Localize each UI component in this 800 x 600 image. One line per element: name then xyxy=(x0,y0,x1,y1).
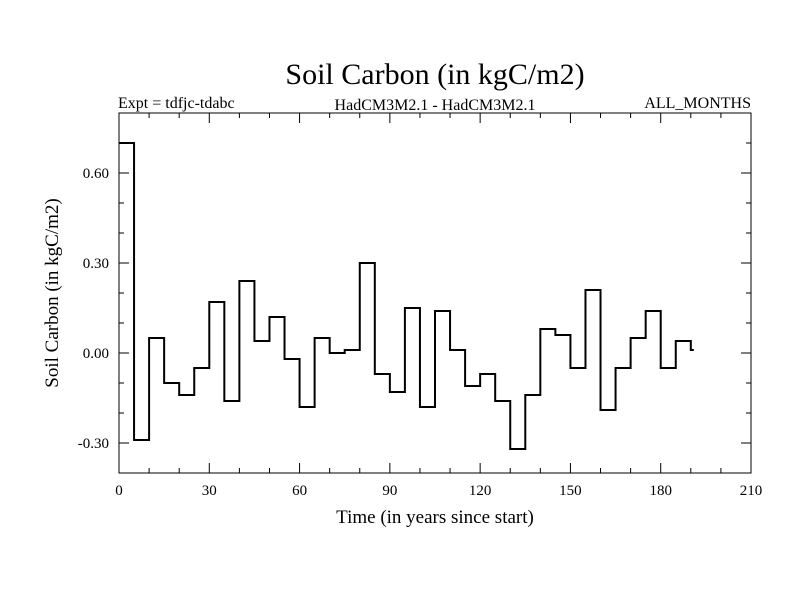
plot-frame xyxy=(118,112,752,474)
y-tick-label: -0.30 xyxy=(78,436,109,452)
series-line xyxy=(119,142,694,450)
x-tick-label: 180 xyxy=(649,483,672,499)
axis-ticks xyxy=(118,112,752,474)
x-tick-label: 210 xyxy=(740,483,763,499)
x-tick-label: 90 xyxy=(382,483,397,499)
x-tick-label: 120 xyxy=(469,483,492,499)
y-tick-label: 0.00 xyxy=(83,346,109,362)
x-tick-label: 60 xyxy=(292,483,307,499)
x-tick-label: 0 xyxy=(115,483,123,499)
subtitle-right: ALL_MONTHS xyxy=(644,95,751,112)
x-axis-label: Time (in years since start) xyxy=(336,507,534,528)
subtitle-left: Expt = tdfjc-tdabc xyxy=(118,95,235,112)
subtitle-center: HadCM3M2.1 - HadCM3M2.1 xyxy=(335,97,536,114)
x-tick-label: 30 xyxy=(202,483,217,499)
x-tick-label: 150 xyxy=(559,483,582,499)
chart-title: Soil Carbon (in kgC/m2) xyxy=(285,58,584,91)
y-axis-label: Soil Carbon (in kgC/m2) xyxy=(42,198,63,387)
tick-labels: 0 30 60 90 120 150 180 210 -0.30 0.00 0.30 0.60 xyxy=(78,166,763,499)
y-tick-label: 0.60 xyxy=(83,166,109,182)
y-tick-label: 0.30 xyxy=(83,256,109,272)
